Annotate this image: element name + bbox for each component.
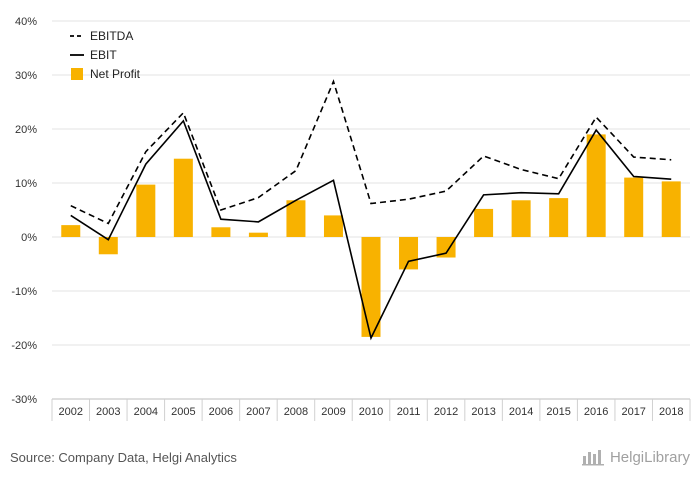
net-profit-bar [661,181,681,237]
x-axis: 2002 2003 2004 2005 2006 2007 2008 2009 2010 2011… [51,398,691,421]
legend-label: EBITDA [90,29,133,43]
helgi-logo-icon [581,450,604,466]
x-tick-label: 2004 [134,406,158,418]
net-profit-bar [173,158,193,237]
x-tick-label: 2018 [659,406,683,418]
legend-label: Net Profit [90,67,141,81]
x-tick-label: 2010 [359,406,383,418]
net-profit-bar [98,237,118,255]
x-tick-label: 2017 [621,406,645,418]
x-tick-label: 2002 [59,406,83,418]
y-tick-label: 40% [15,16,37,28]
brand-name: HelgiLibrary [609,448,690,466]
net-profit-bar [248,232,268,237]
chart-lines [70,79,672,341]
legend-swatch-net-profit [71,68,83,80]
net-profit-bar [286,200,306,237]
legend-label: EBIT [90,48,117,62]
y-tick-label: -20% [11,340,37,352]
y-tick-label: 10% [15,178,37,190]
x-tick-label: 2003 [96,406,120,418]
net-profit-bar [136,184,156,237]
brand-logo: HelgiLibrary [581,448,690,466]
ebitda-line [70,79,672,225]
legend: EBITDA EBIT Net Profit [70,29,141,81]
y-tick-label: 30% [15,70,37,82]
ebit-line [70,119,672,341]
x-tick-label: 2008 [284,406,308,418]
y-axis: 40% 30% 20% 10% 0% -10% -20% -30% [11,16,37,406]
net-profit-bar [361,237,381,337]
y-tick-label: -30% [11,394,37,406]
x-tick-label: 2011 [397,406,421,418]
y-tick-label: -10% [11,286,37,298]
x-tick-label: 2013 [471,406,495,418]
net-profit-bar [624,177,644,237]
x-tick-label: 2015 [546,406,570,418]
y-tick-label: 20% [15,124,37,136]
net-profit-bar [399,237,419,270]
net-profit-bar [436,237,456,258]
chart: 40%30%20%10%0%-10%-20%-30% 2002 2003 2004 2… [11,16,691,421]
net-profit-bar [61,225,81,237]
x-tick-label: 2014 [509,406,533,418]
net-profit-bar [511,200,531,237]
net-profit-bar [211,227,231,237]
x-tick-label: 2005 [171,406,195,418]
x-tick-label: 2007 [246,406,270,418]
net-profit-bar [586,134,606,237]
source-note: Source: Company Data, Helgi Analytics [10,450,237,465]
net-profit-bar [549,198,569,237]
x-tick-label: 2012 [434,406,458,418]
x-tick-label: 2009 [321,406,345,418]
y-tick-label: 0% [21,232,37,244]
net-profit-bar [323,215,343,237]
net-profit-bars [61,134,681,337]
net-profit-bar [474,208,494,237]
x-tick-label: 2016 [584,406,608,418]
x-tick-label: 2006 [209,406,233,418]
